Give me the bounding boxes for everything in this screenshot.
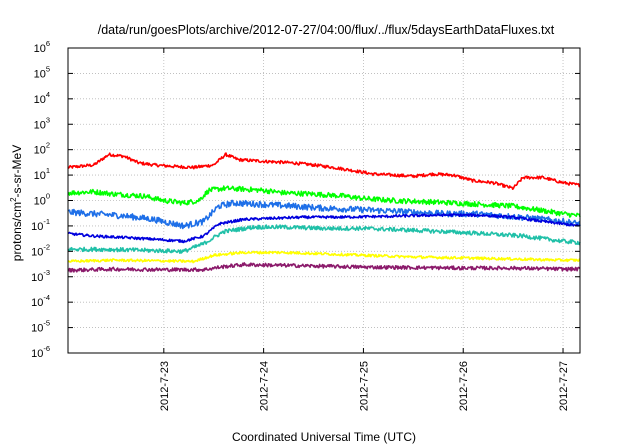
y-tick-label-exp: 2 (46, 141, 50, 150)
chart-title: /data/run/goesPlots/archive/2012-07-27/0… (98, 23, 555, 37)
y-tick-label: 103 (34, 115, 50, 131)
series-layer (67, 152, 581, 273)
y-tick-label: 10-1 (31, 217, 50, 233)
x-tick-label: 2012-7-24 (259, 361, 271, 411)
y-tick-label-exp: 4 (46, 90, 50, 99)
y-tick-label-base: 10 (31, 348, 43, 360)
y-tick-label-exp: 6 (46, 39, 50, 48)
y-tick-label-base: 10 (31, 272, 43, 284)
y-tick-label-base: 10 (34, 94, 46, 106)
y-tick-label-exp: -5 (43, 319, 50, 328)
series-line-4 (67, 213, 581, 244)
y-tick-label-base: 10 (34, 43, 46, 55)
y-tick-label-base: 10 (34, 68, 46, 80)
y-tick-label-exp: -3 (43, 268, 50, 277)
x-tick-label: 2012-7-26 (458, 361, 470, 411)
y-tick-label: 10-4 (31, 293, 50, 309)
y-tick-label-exp: -2 (43, 242, 50, 251)
y-axis-label: protons/cm2-s-sr-MeV (9, 145, 24, 261)
ticks: 10-610-510-410-310-210-11001011021031041… (31, 39, 580, 411)
y-tick-label: 10-5 (31, 319, 50, 335)
series-line-5 (67, 224, 581, 254)
y-axis-label-rest: -s-sr-MeV (10, 145, 24, 198)
y-tick-label-base: 10 (31, 221, 43, 233)
x-tick-label: 2012-7-27 (558, 361, 570, 411)
y-tick-label: 10-2 (31, 242, 50, 258)
y-tick-label-base: 10 (31, 246, 43, 258)
y-tick-label-exp: 5 (46, 64, 50, 73)
series-line-6 (67, 250, 581, 264)
y-tick-label-base: 10 (34, 196, 46, 208)
y-tick-label-exp: 3 (46, 115, 50, 124)
y-tick-label-exp: -6 (43, 344, 50, 353)
y-tick-label: 100 (34, 192, 50, 208)
y-tick-label-exp: 0 (46, 192, 50, 201)
series-line-2 (67, 185, 581, 218)
x-axis-label: Coordinated Universal Time (UTC) (232, 430, 416, 444)
y-tick-label: 102 (34, 141, 50, 157)
y-axis-label-sup: 2 (9, 197, 18, 202)
y-axis-label-base: protons/cm (10, 202, 24, 261)
y-tick-label: 105 (34, 64, 50, 80)
x-tick-label: 2012-7-25 (358, 361, 370, 411)
y-tick-label: 101 (34, 166, 50, 182)
y-tick-label-base: 10 (34, 170, 46, 182)
grid (68, 48, 580, 353)
y-tick-label-exp: -1 (43, 217, 50, 226)
series-line-1 (67, 152, 581, 190)
y-tick-label: 106 (34, 39, 50, 55)
y-tick-label-base: 10 (34, 119, 46, 131)
y-tick-label: 104 (34, 90, 50, 106)
y-tick-label: 10-6 (31, 344, 50, 360)
y-tick-label: 10-3 (31, 268, 50, 284)
y-tick-label-exp: -4 (43, 293, 50, 302)
x-tick-label: 2012-7-23 (159, 361, 171, 411)
y-tick-label-base: 10 (34, 145, 46, 157)
y-tick-label-base: 10 (31, 297, 43, 309)
y-tick-label-exp: 1 (46, 166, 50, 175)
series-line-7 (67, 262, 581, 273)
y-tick-label-base: 10 (31, 323, 43, 335)
